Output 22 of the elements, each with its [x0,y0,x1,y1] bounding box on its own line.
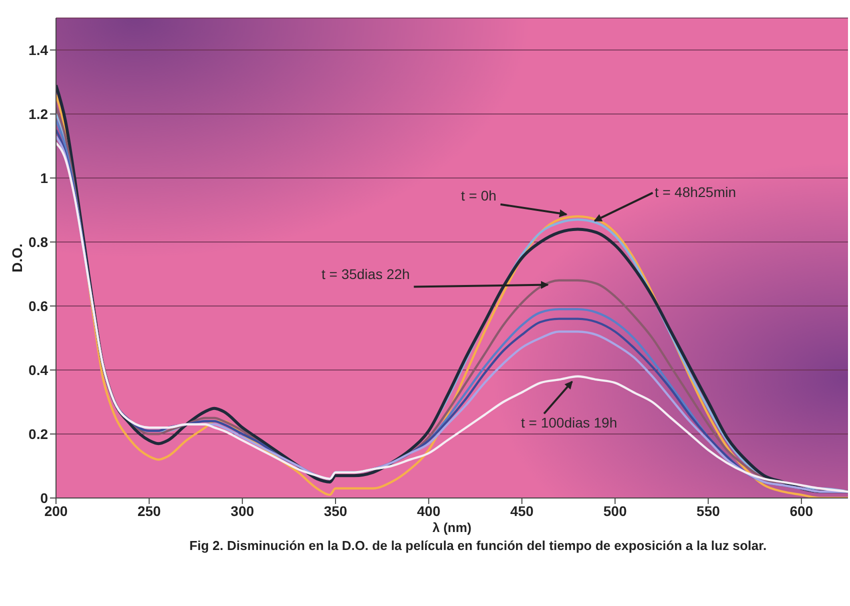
caption: Fig 2. Disminución en la D.O. de la película en función del tiempo de exposición a la luz solar. [188,538,768,553]
annotation: t = 100dias 19h [520,414,618,431]
x-tick-label: 250 [137,502,162,519]
x-tick-label: 450 [510,502,534,519]
y-tick-label: 0.4 [28,362,48,378]
x-tick-label: 600 [790,502,814,519]
x-tick-label: 300 [230,502,254,519]
annotation: t = 0h [461,187,496,204]
x-tick-label: 550 [696,502,720,519]
annotation: t = 35dias 22h [321,266,410,282]
x-tick-label: 350 [324,502,348,519]
y-tick-label: 0.2 [28,426,48,442]
x-tick-label: 400 [417,502,441,519]
y-tick-label: 1 [40,170,48,186]
x-axis-title: λ (nm) [432,520,472,535]
x-tick-label: 500 [603,502,627,519]
annotation: t = 48h25min [654,184,736,200]
y-tick-label: 1.2 [28,106,48,122]
y-axis-title: D.O. [9,244,25,272]
y-tick-label: 1.4 [28,42,48,58]
y-tick-label: 0.6 [28,298,48,314]
y-tick-label: 0.8 [28,234,48,250]
